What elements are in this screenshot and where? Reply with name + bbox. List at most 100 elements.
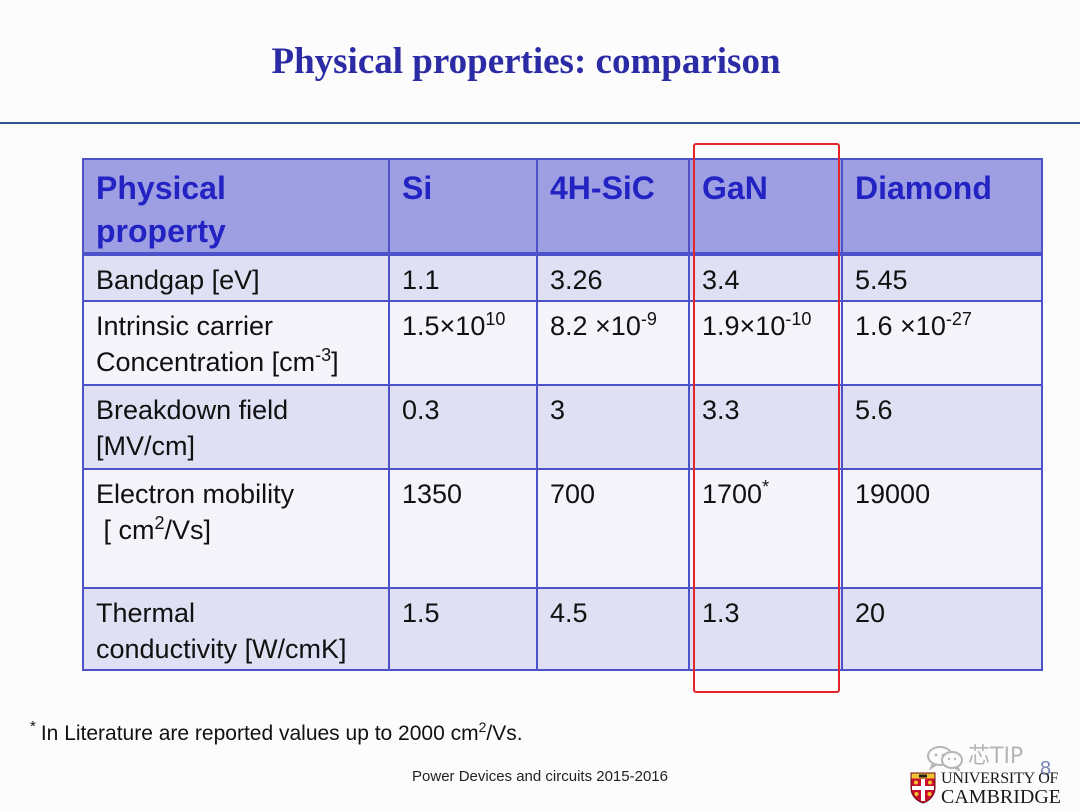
cell-text: Bandgap [eV] — [96, 265, 260, 295]
cell-text: Si — [402, 170, 433, 206]
table-cell: 19000 — [843, 470, 1043, 589]
cell-text: Intrinsic carrier — [96, 311, 274, 341]
table-cell: 1.3 — [690, 589, 843, 671]
property-name-cell: Intrinsic carrier Concentration [cm-3] — [84, 302, 390, 386]
cell-text: conductivity [W/cmK] — [96, 634, 347, 664]
university-name: UNIVERSITY OF CAMBRIDGE — [941, 770, 1061, 807]
cell-text-line: 1.1 — [402, 262, 528, 298]
table-header-cell: 4H-SiC — [538, 160, 690, 256]
table-cell: 8.2 ×10-9 — [538, 302, 690, 386]
cell-text-line: [MV/cm] — [96, 428, 380, 464]
table-cell: 1700* — [690, 470, 843, 589]
university-logo: UNIVERSITY OF CAMBRIDGE — [908, 770, 1068, 807]
cell-text: 3.3 — [702, 395, 740, 425]
cell-text: 1.6 ×10 — [855, 311, 946, 341]
cell-text: Breakdown field — [96, 395, 289, 425]
cell-text-line: 3.4 — [702, 262, 833, 298]
table-header-cell: GaN — [690, 160, 843, 256]
cell-text-line: Physical — [96, 167, 380, 210]
cell-text: 1.1 — [402, 265, 440, 295]
cell-text-line: 700 — [550, 476, 680, 512]
university-shield-icon — [910, 772, 936, 804]
cell-text: Concentration [cm — [96, 347, 316, 377]
table-cell: 20 — [843, 589, 1043, 671]
cell-text-line: 1350 — [402, 476, 528, 512]
footnote: * In Literature are reported values up to… — [30, 717, 523, 751]
cell-text-line: Bandgap [eV] — [96, 262, 380, 298]
cell-text-line: [ cm2/Vs] — [96, 512, 380, 548]
cell-text: property — [96, 213, 226, 249]
cell-text: 1350 — [402, 479, 463, 509]
table-cell: 3.26 — [538, 256, 690, 302]
table-cell: 1.5 — [390, 589, 538, 671]
cell-text-line: Intrinsic carrier — [96, 308, 380, 344]
cell-text-line: property — [96, 210, 380, 252]
cell-text: 5.45 — [855, 265, 908, 295]
cell-text: Electron mobility — [96, 479, 295, 509]
cell-text: Thermal — [96, 598, 196, 628]
cell-text: 4H-SiC — [550, 170, 655, 206]
cell-text: 20 — [855, 598, 886, 628]
cell-text-line: conductivity [W/cmK] — [96, 631, 380, 667]
table-cell: 5.6 — [843, 386, 1043, 470]
table-cell: 3.4 — [690, 256, 843, 302]
cell-text: ] — [331, 347, 339, 377]
cell-text: 1.5×10 — [402, 311, 486, 341]
cell-text-line: 20 — [855, 595, 1033, 631]
cell-text: 3.4 — [702, 265, 740, 295]
property-name-cell: Bandgap [eV] — [84, 256, 390, 302]
table-cell: 3.3 — [690, 386, 843, 470]
wechat-icon — [927, 746, 963, 771]
table-header-cell: Si — [390, 160, 538, 256]
cell-text-line: 1.3 — [702, 595, 833, 631]
table-cell: 1.6 ×10-27 — [843, 302, 1043, 386]
cell-text: 0.3 — [402, 395, 440, 425]
superscript-text: -9 — [640, 309, 657, 329]
university-name-line2: CAMBRIDGE — [941, 786, 1062, 808]
cell-text: [ cm — [96, 515, 155, 545]
cell-text: Physical — [96, 170, 226, 206]
cell-text-line: Thermal — [96, 595, 380, 631]
table-cell: 0.3 — [390, 386, 538, 470]
cell-text: 5.6 — [855, 395, 893, 425]
cell-text: Diamond — [855, 170, 992, 206]
watermark-text: 芯TIP — [968, 744, 1024, 769]
slide-title: Physical properties: comparison — [271, 41, 781, 82]
cell-text: 1.5 — [402, 598, 440, 628]
table-cell: 4.5 — [538, 589, 690, 671]
cell-text-line: 5.45 — [855, 262, 1033, 298]
table-cell: 1350 — [390, 470, 538, 589]
footnote-superscript: 2 — [478, 719, 487, 735]
cell-text-line: Electron mobility — [96, 476, 380, 512]
table-cell: 1.9×10-10 — [690, 302, 843, 386]
cell-text: 19000 — [855, 479, 931, 509]
cell-text-line: 4H-SiC — [550, 167, 680, 210]
superscript-text: -3 — [315, 345, 332, 365]
cell-text-line: 1.5×1010 — [402, 308, 528, 344]
cell-text-line: Si — [402, 167, 528, 210]
property-name-cell: Electron mobility [ cm2/Vs] — [84, 470, 390, 589]
cell-text-line: Concentration [cm-3] — [96, 344, 380, 380]
cell-text: 3.26 — [550, 265, 603, 295]
table-cell: 1.1 — [390, 256, 538, 302]
cell-text: 3 — [550, 395, 566, 425]
cell-text-line: 1700* — [702, 476, 833, 512]
page-number: 8 — [1040, 758, 1052, 780]
cell-text: 1700 — [702, 479, 763, 509]
cell-text-line: 19000 — [855, 476, 1033, 512]
cell-text-line: 5.6 — [855, 392, 1033, 428]
cell-text: 1.9×10 — [702, 311, 786, 341]
cell-text: 4.5 — [550, 598, 588, 628]
cell-text-line: 4.5 — [550, 595, 680, 631]
cell-text: GaN — [702, 170, 768, 206]
cell-text-line: Breakdown field — [96, 392, 380, 428]
cell-text-line: 8.2 ×10-9 — [550, 308, 680, 344]
table-cell: 1.5×1010 — [390, 302, 538, 386]
cell-text: /Vs] — [164, 515, 212, 545]
table-header-cell: Physical property — [84, 160, 390, 256]
cell-text-line: GaN — [702, 167, 833, 210]
superscript-text: 10 — [485, 309, 506, 329]
cell-text: [MV/cm] — [96, 431, 195, 461]
footnote-text-end: /Vs. — [486, 722, 523, 745]
